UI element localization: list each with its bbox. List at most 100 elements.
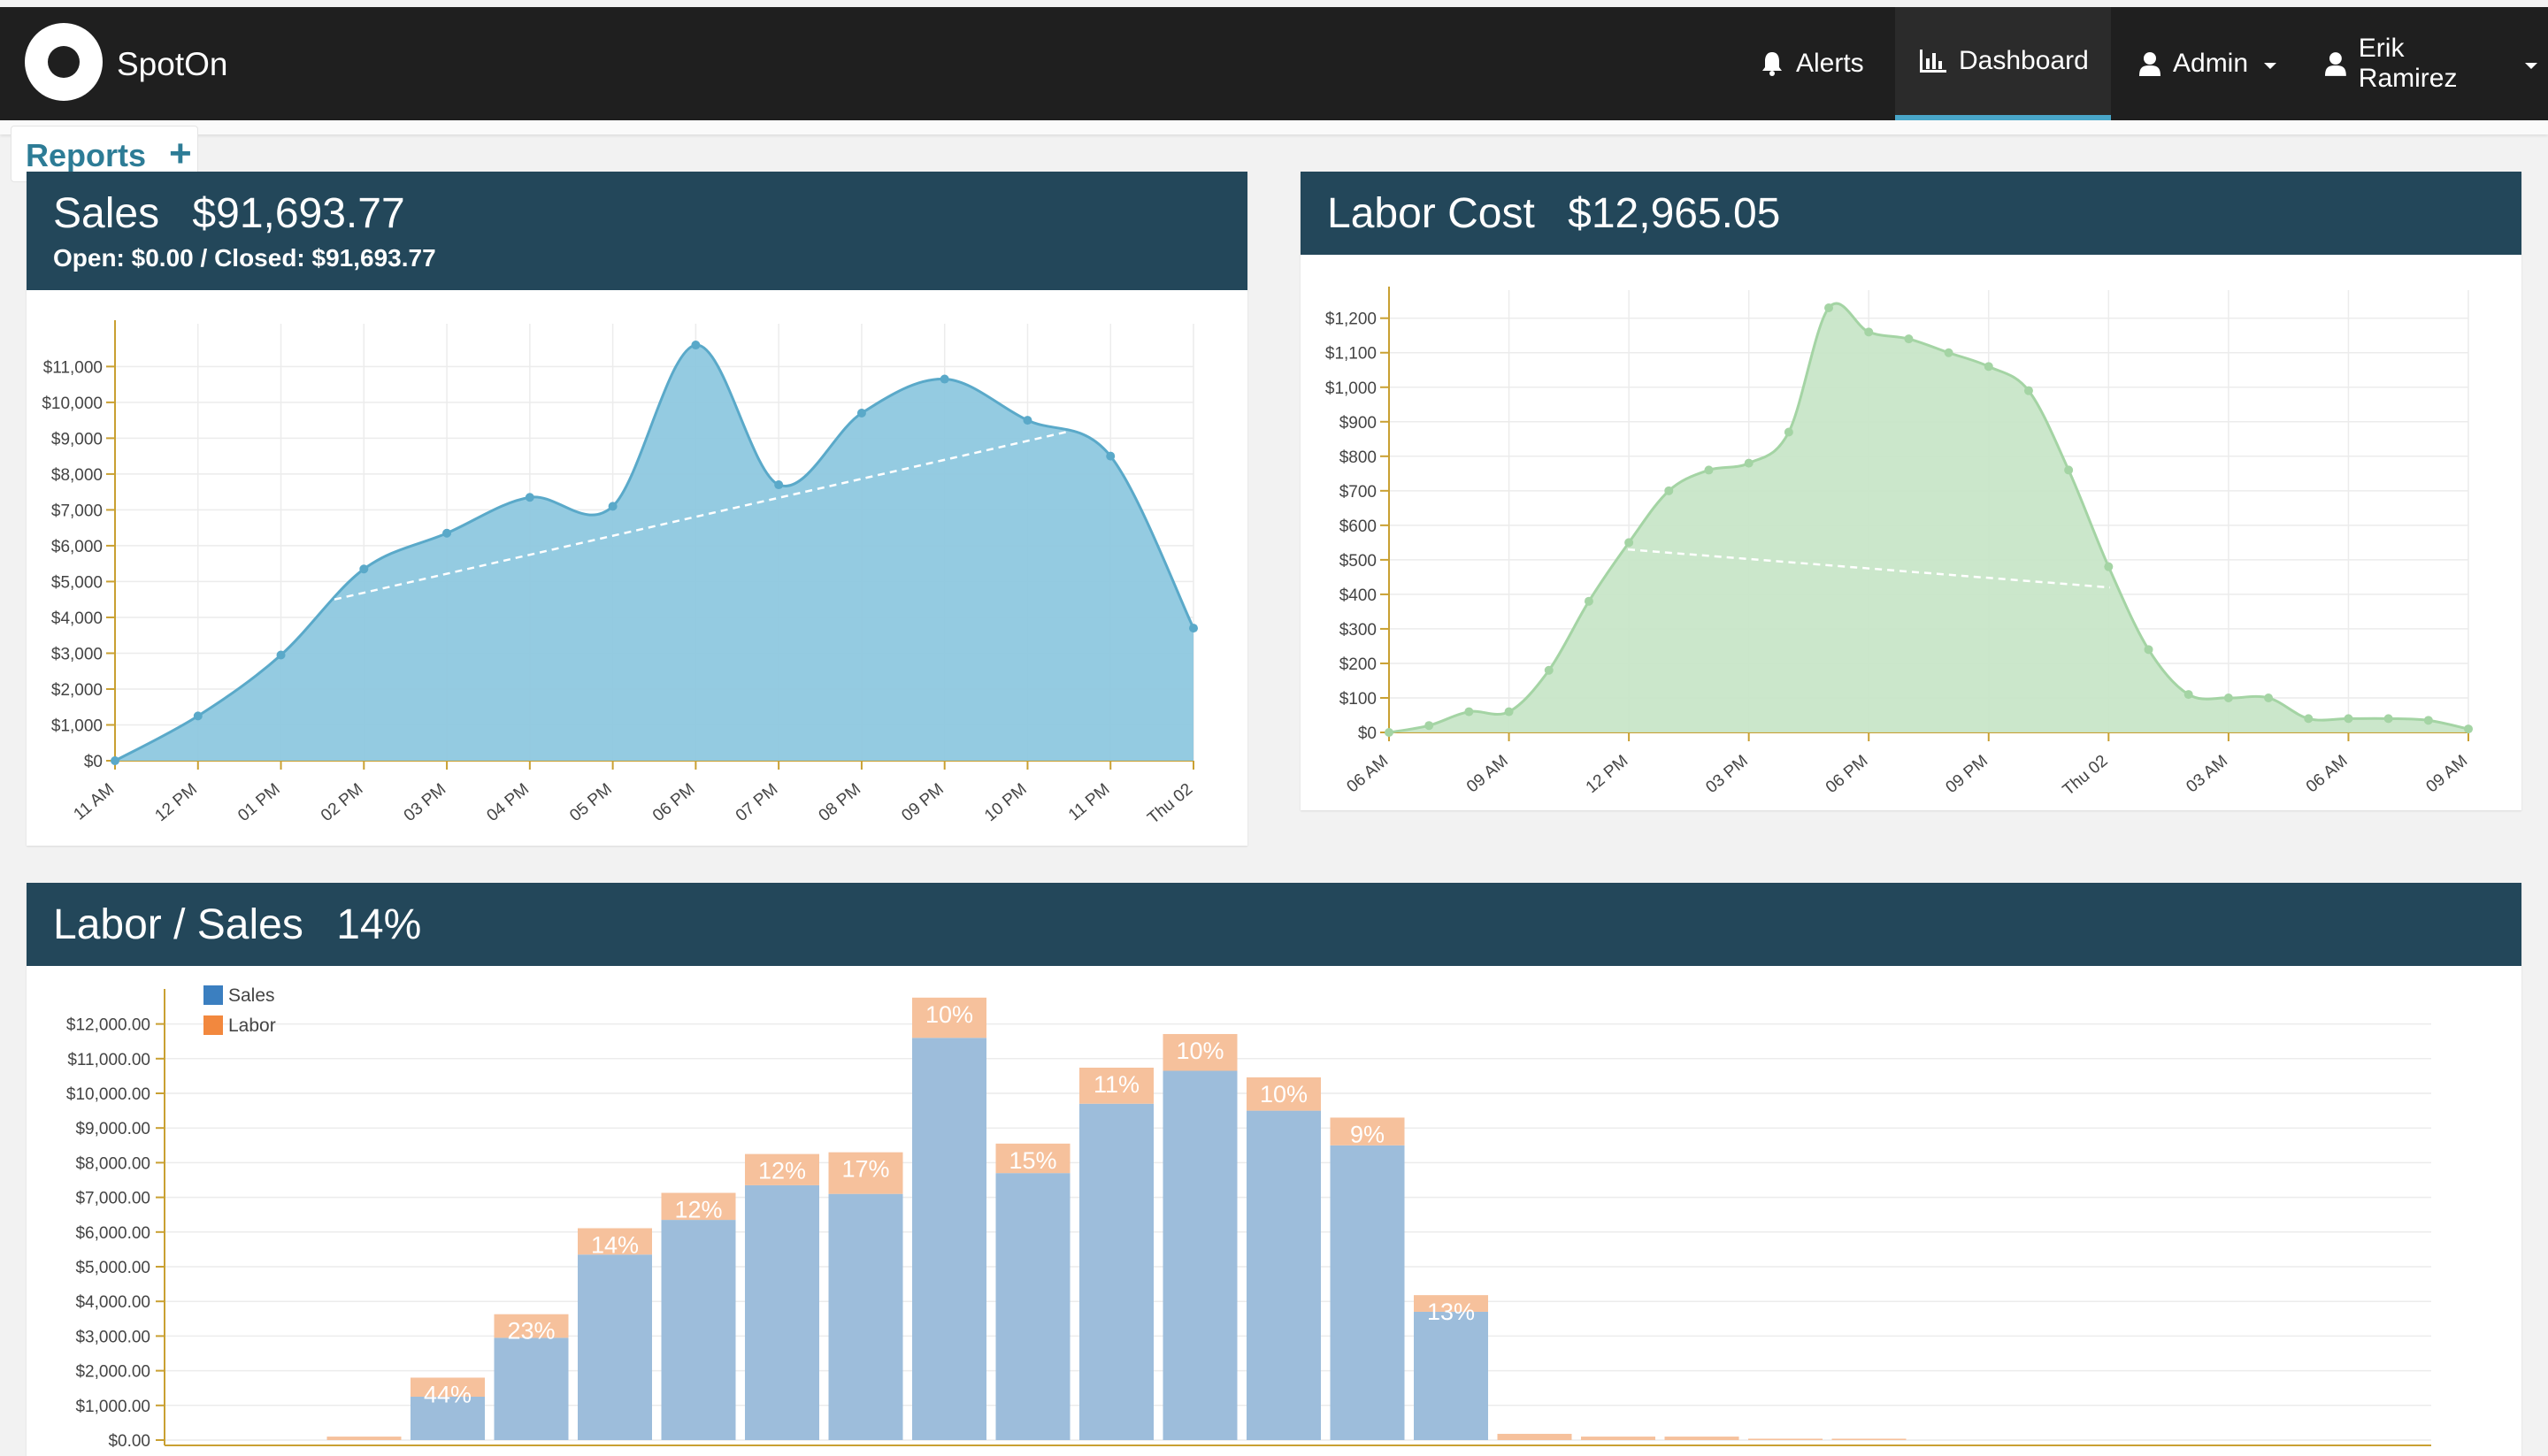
bar-labor [745, 1153, 819, 1185]
x-tick-label: 11 PM [1065, 780, 1113, 824]
x-tick-label: 03 PM [401, 780, 450, 825]
sales-card: Sales $91,693.77 Open: $0.00 / Closed: $… [27, 172, 1247, 846]
bar-labor [661, 1192, 736, 1221]
bar-chart-icon [1920, 50, 1946, 73]
bar-labor [1330, 1117, 1405, 1146]
x-tick-label: 09 AM [2422, 752, 2471, 797]
legend-label: Labor [228, 1015, 276, 1036]
bar-labor [1831, 1438, 1907, 1440]
data-point [1106, 451, 1116, 461]
bar-sales [1414, 1311, 1488, 1440]
x-tick-label: 01 PM [234, 780, 284, 825]
x-tick-label: 02 PM [318, 780, 367, 825]
data-point [1944, 348, 1953, 357]
reports-label: Reports [26, 137, 147, 173]
data-point [2344, 714, 2353, 724]
bar-labor [411, 1377, 485, 1397]
labor-cost-card: Labor Cost $12,965.05 $0 $100 $200 $300 $400… [1301, 172, 2521, 810]
y-tick-label: $0.00 [108, 1432, 150, 1451]
bar-labor [1664, 1437, 1739, 1440]
data-point [1424, 721, 1434, 731]
bar-labor [1247, 1077, 1321, 1111]
data-point [1544, 665, 1554, 675]
bar-data-label: 12% [758, 1158, 806, 1184]
bar-labor [1497, 1433, 1572, 1440]
x-tick-label: 06 AM [2303, 752, 2352, 797]
data-point [1189, 624, 1198, 633]
labor-title: Labor Cost [1327, 190, 1535, 237]
data-point [2023, 386, 2033, 395]
data-point [608, 502, 618, 511]
chevron-down-icon [2264, 62, 2277, 69]
y-tick-label: $500 [1339, 552, 1377, 571]
data-point [774, 480, 784, 490]
sales-subtitle: Open: $0.00 / Closed: $91,693.77 [53, 244, 436, 272]
y-tick-label: $6,000 [51, 538, 103, 556]
nav-alerts[interactable]: Alerts [1761, 7, 1883, 120]
user-icon [2139, 52, 2160, 76]
subheader-strip [0, 120, 2548, 134]
bell-icon [1762, 52, 1782, 76]
y-tick-label: $600 [1339, 517, 1377, 536]
bar-labor [494, 1314, 569, 1338]
y-tick-label: $100 [1339, 690, 1377, 709]
y-tick-label: $1,000 [1325, 379, 1377, 398]
x-tick-label: 12 PM [1583, 752, 1632, 797]
nav-admin-label: Admin [2173, 49, 2249, 78]
y-tick-label: $11,000 [43, 358, 103, 377]
series-area [115, 344, 1193, 761]
sales-card-header: Sales $91,693.77 Open: $0.00 / Closed: $… [27, 172, 1247, 290]
bar-sales [745, 1184, 819, 1440]
bar-labor [1414, 1295, 1488, 1312]
x-tick-label: 09 PM [1942, 752, 1992, 797]
x-tick-label: 08 PM [816, 780, 865, 825]
y-tick-label: $300 [1339, 621, 1377, 640]
y-tick-label: $7,000 [51, 502, 103, 520]
spoton-logo-icon[interactable] [25, 23, 103, 101]
y-tick-label: $800 [1339, 448, 1377, 467]
bar-labor [1748, 1438, 1823, 1440]
x-tick-label: 03 AM [2183, 752, 2231, 797]
data-point [525, 493, 534, 502]
y-tick-label: $12,000.00 [66, 1016, 150, 1035]
y-tick-label: $1,000.00 [75, 1398, 150, 1416]
labor-sales-bar-chart: $0.00 $1,000.00 $2,000.00 $3,000.00 $4,000.0… [66, 985, 2431, 1451]
bar-labor [828, 1152, 903, 1194]
nav-user-dropdown[interactable]: Erik Ramirez [2325, 7, 2537, 120]
data-point [1704, 465, 1714, 475]
data-point [2304, 714, 2314, 724]
ratio-card-header: Labor / Sales 14% [27, 883, 2521, 966]
series-area [1389, 303, 2468, 732]
brand-name[interactable]: SpotOn [117, 46, 228, 82]
data-point [2264, 693, 2274, 702]
labor-card-header: Labor Cost $12,965.05 [1301, 172, 2521, 255]
bar-sales [578, 1254, 652, 1440]
data-point [1464, 707, 1474, 717]
nav-dashboard[interactable]: Dashboard [1895, 7, 2111, 120]
chevron-down-icon [2525, 62, 2537, 69]
sales-title-row: Sales $91,693.77 [53, 189, 405, 238]
bar-data-label: 10% [925, 1001, 973, 1028]
data-point [1904, 334, 1914, 344]
y-tick-label: $7,000.00 [75, 1190, 150, 1208]
data-point [856, 409, 866, 418]
x-tick-label: 07 PM [733, 780, 782, 825]
bar-labor [995, 1143, 1071, 1174]
nav-admin-dropdown[interactable]: Admin [2139, 7, 2277, 120]
y-tick-label: $5,000 [51, 573, 103, 592]
y-tick-label: $9,000 [51, 430, 103, 448]
data-point [2104, 562, 2114, 571]
add-report-icon[interactable]: + [169, 132, 192, 175]
bar-sales [494, 1337, 569, 1440]
x-tick-label: 03 PM [1702, 752, 1752, 797]
y-tick-label: $0 [84, 753, 103, 771]
data-point [111, 756, 119, 765]
y-tick-label: $1,200 [1325, 310, 1377, 329]
y-tick-label: $10,000.00 [66, 1085, 150, 1104]
sales-amount: $91,693.77 [192, 190, 405, 237]
sales-area-chart: $0 $1,000 $2,000 $3,000 $4,000 $5,000 $6,000 $7… [42, 320, 1198, 828]
data-point [2223, 693, 2233, 702]
y-tick-label: $4,000.00 [75, 1293, 150, 1312]
y-tick-label: $3,000.00 [75, 1328, 150, 1346]
data-point [276, 650, 286, 660]
